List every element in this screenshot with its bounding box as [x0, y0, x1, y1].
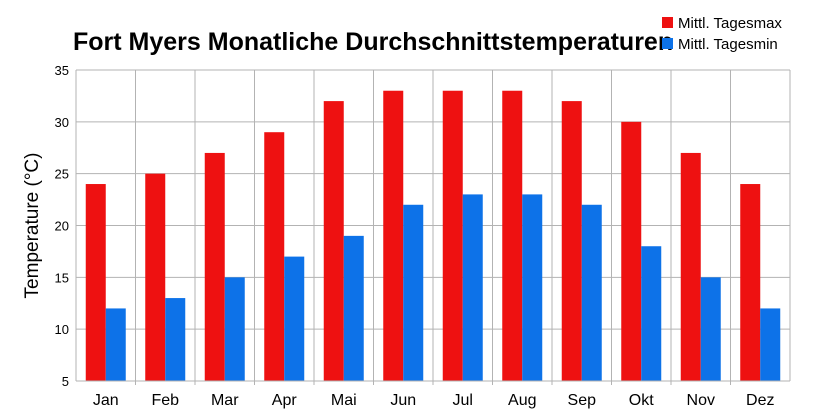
- legend-label: Mittl. Tagesmax: [678, 15, 782, 32]
- bar-max-apr: [264, 132, 285, 381]
- chart-title: Fort Myers Monatliche Durchschnittstempe…: [73, 28, 673, 56]
- y-axis-ticks: 5 10 15 20 25 30 35: [55, 63, 69, 389]
- x-tick-label: Dez: [746, 392, 774, 409]
- bar-min-mai: [343, 235, 364, 381]
- x-tick-label: Feb: [151, 392, 179, 409]
- legend-label: Mittl. Tagesmin: [678, 36, 778, 53]
- bar-max-dez: [740, 184, 761, 381]
- y-tick-label: 10: [55, 322, 69, 337]
- bar-min-dez: [760, 308, 781, 381]
- bar-max-feb: [145, 173, 166, 381]
- bar-max-mar: [204, 152, 225, 381]
- x-tick-label: Okt: [629, 392, 654, 409]
- bar-min-sep: [581, 204, 602, 381]
- legend-swatch: [662, 38, 673, 49]
- y-tick-label: 30: [55, 115, 69, 130]
- x-tick-label: Aug: [508, 392, 536, 409]
- legend-swatch: [662, 17, 673, 28]
- bar-min-mar: [224, 277, 245, 381]
- bar-max-mai: [323, 101, 344, 381]
- bar-min-aug: [522, 194, 543, 381]
- x-tick-label: Apr: [272, 392, 298, 409]
- bar-max-sep: [561, 101, 582, 381]
- y-tick-label: 15: [55, 270, 69, 285]
- bar-min-nov: [700, 277, 721, 381]
- y-tick-label: 35: [55, 63, 69, 78]
- y-tick-label: 20: [55, 219, 69, 234]
- bar-max-jun: [383, 90, 404, 381]
- bar-min-okt: [641, 246, 662, 381]
- bar-min-apr: [284, 256, 305, 381]
- x-tick-label: Jan: [93, 392, 119, 409]
- bar-max-jul: [442, 90, 463, 381]
- bar-max-okt: [621, 121, 642, 381]
- x-tick-label: Nov: [687, 392, 715, 409]
- bar-min-feb: [165, 298, 186, 381]
- x-tick-label: Mar: [211, 392, 239, 409]
- bar-max-aug: [502, 90, 523, 381]
- x-tick-label: Sep: [568, 392, 597, 409]
- bar-max-nov: [680, 152, 701, 381]
- x-tick-label: Jun: [390, 392, 416, 409]
- gridlines: [75, 69, 791, 385]
- y-axis-label: Temperature (°C): [22, 153, 43, 299]
- y-tick-label: 5: [62, 374, 69, 389]
- x-tick-label: Mai: [331, 392, 357, 409]
- bar-min-jan: [105, 308, 126, 381]
- legend: Mittl. Tagesmax Mittl. Tagesmin: [662, 15, 782, 53]
- bar-min-jul: [462, 194, 483, 381]
- x-tick-label: Jul: [453, 392, 473, 409]
- bar-min-jun: [403, 204, 424, 381]
- y-tick-label: 25: [55, 167, 69, 182]
- bars: [85, 90, 781, 381]
- x-axis-categories: Jan Feb Mar Apr Mai Jun Jul Aug Sep Okt Nov Dez: [93, 392, 775, 409]
- bar-max-jan: [85, 184, 106, 381]
